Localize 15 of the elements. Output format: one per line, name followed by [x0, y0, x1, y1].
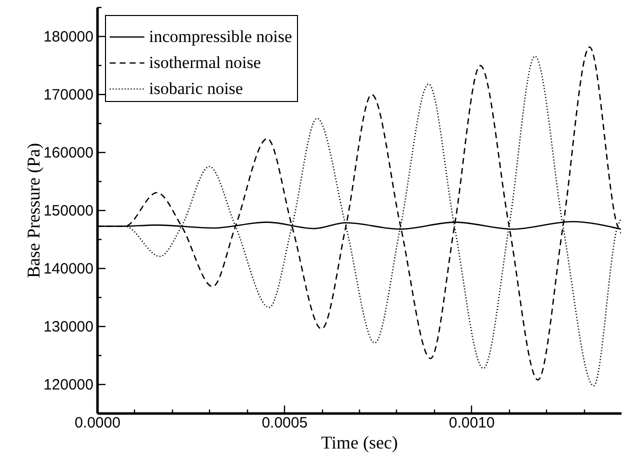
y-tick-label: 140000 — [43, 260, 94, 278]
y-axis-title: Base Pressure (Pa) — [23, 143, 44, 278]
y-tick-label: 170000 — [43, 86, 94, 104]
x-axis-title: Time (sec) — [321, 432, 398, 452]
legend-label: isobaric noise — [149, 79, 243, 98]
x-tick-label: 0.0005 — [262, 414, 308, 432]
legend-label: isothermal noise — [149, 53, 261, 72]
x-tick-label: 0.0000 — [74, 414, 120, 432]
legend-label: incompressible noise — [149, 27, 292, 46]
y-tick-label: 180000 — [43, 28, 94, 46]
y-tick-label: 130000 — [43, 318, 94, 336]
y-tick-label: 120000 — [43, 376, 94, 394]
y-tick-label: 160000 — [43, 144, 94, 162]
y-tick-label: 150000 — [43, 202, 94, 220]
x-tick-label: 0.0010 — [448, 414, 495, 432]
